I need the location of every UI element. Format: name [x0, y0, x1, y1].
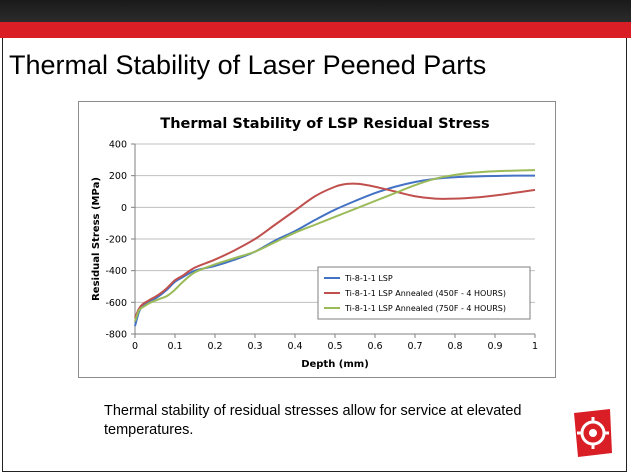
y-tick-label: -800 [105, 330, 127, 341]
company-logo-icon [574, 409, 612, 457]
slide-top-band [0, 0, 631, 22]
slide-red-band [0, 22, 631, 38]
chart-legend [317, 266, 531, 320]
chart-container: Thermal Stability of LSP Residual Stress… [78, 101, 556, 378]
legend-label-1: Ti-8-1-1 LSP [344, 274, 393, 283]
x-tick-label: 1 [532, 341, 538, 352]
y-axis-label: Residual Stress (MPa) [91, 177, 102, 301]
y-tick-label: -400 [105, 266, 127, 277]
x-tick-label: 0.2 [207, 341, 222, 352]
x-tick-label: 0 [132, 341, 138, 352]
y-tick-label: 400 [109, 140, 127, 151]
y-tick-label: 0 [121, 203, 127, 214]
slide-title: Thermal Stability of Laser Peened Parts [9, 50, 487, 80]
line-chart: Thermal Stability of LSP Residual Stress… [91, 116, 538, 370]
slide-caption: Thermal stability of residual stresses a… [104, 403, 522, 438]
series-line-2 [134, 182, 536, 319]
series-line-3 [134, 169, 536, 322]
x-tick-label: 0.8 [447, 341, 462, 352]
x-tick-label: 0.6 [367, 341, 382, 352]
series-line-1 [134, 174, 536, 327]
legend-label-3: Ti-8-1-1 LSP Annealed (750F - 4 HOURS) [344, 304, 506, 313]
chart-title: Thermal Stability of LSP Residual Stress [160, 116, 489, 132]
y-tick-label: 200 [109, 171, 127, 182]
x-tick-label: 0.3 [247, 341, 262, 352]
x-tick-label: 0.4 [287, 341, 302, 352]
x-tick-label: 0.1 [167, 341, 182, 352]
slide-frame [2, 38, 627, 472]
legend-label-2: Ti-8-1-1 LSP Annealed (450F - 4 HOURS) [344, 289, 506, 298]
x-tick-label: 0.5 [327, 341, 342, 352]
y-tick-label: -200 [105, 235, 127, 246]
x-tick-label: 0.7 [407, 341, 422, 352]
x-axis-label: Depth (mm) [301, 359, 369, 370]
x-tick-label: 0.9 [487, 341, 502, 352]
y-tick-label: -600 [105, 298, 127, 309]
